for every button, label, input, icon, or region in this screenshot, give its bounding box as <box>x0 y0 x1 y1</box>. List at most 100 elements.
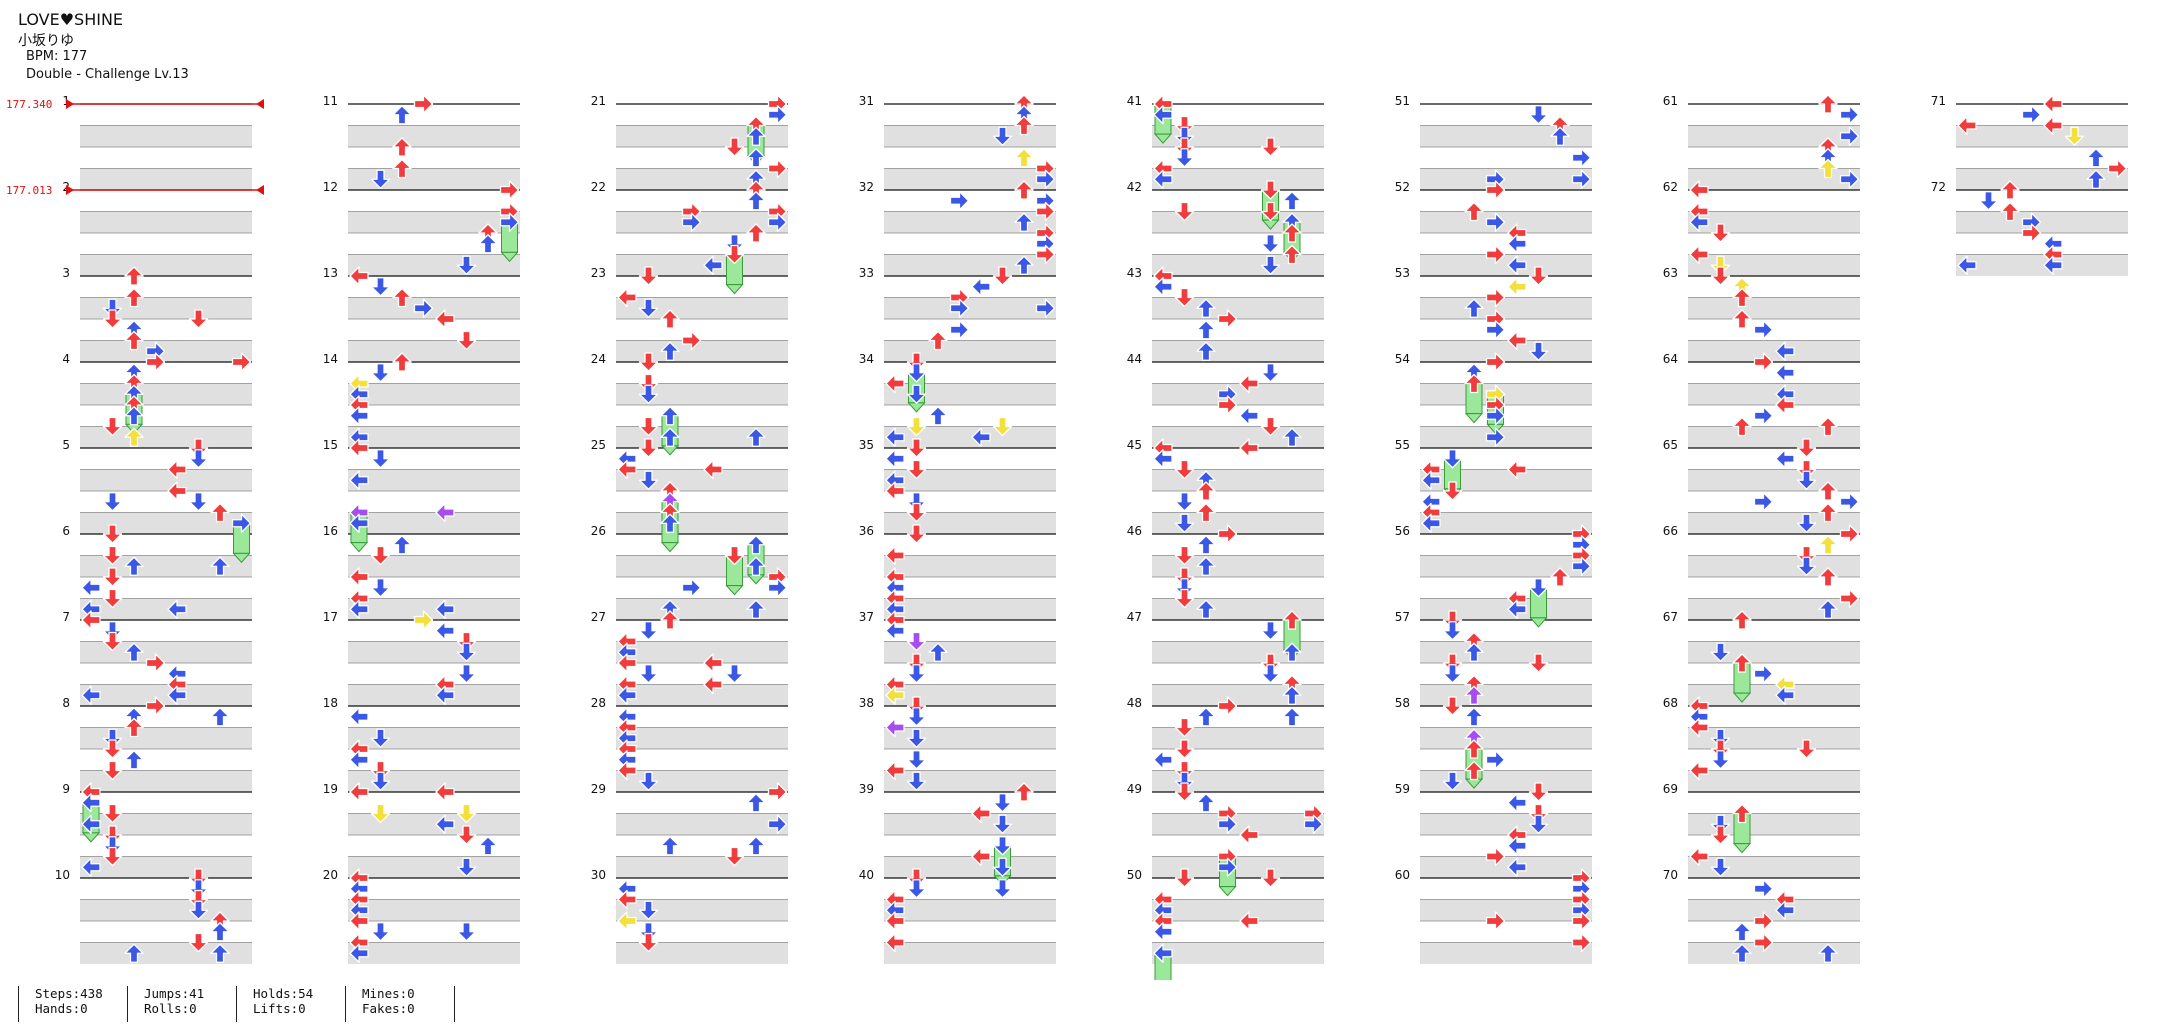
measure-number: 31 <box>859 94 874 108</box>
step-arrow <box>1421 513 1441 533</box>
step-arrow <box>456 825 477 845</box>
stat-hands: Hands:0 <box>35 1001 88 1016</box>
step-arrow <box>413 610 434 630</box>
measure: 46 <box>1127 524 1324 620</box>
step-arrow <box>81 793 101 813</box>
measure-beat-band <box>348 770 520 792</box>
step-arrow <box>1421 470 1441 490</box>
step-arrow <box>1174 567 1195 587</box>
measure-beat-band <box>1152 125 1324 147</box>
measure-beat-band <box>884 555 1056 577</box>
measure-number: 55 <box>1395 438 1410 452</box>
measure-beat-band <box>1152 254 1324 276</box>
step-arrow <box>1818 158 1838 179</box>
step-arrow <box>1485 427 1506 447</box>
step-arrow <box>145 653 166 673</box>
step-arrow <box>1485 320 1506 340</box>
measure: 41 <box>1127 94 1324 190</box>
step-arrow <box>638 438 659 458</box>
step-arrow <box>660 836 680 856</box>
measure-beat-band <box>348 383 520 405</box>
step-arrow <box>660 610 680 630</box>
step-arrow <box>210 556 230 576</box>
stat-mines: Mines:0 <box>362 986 415 1001</box>
step-arrow <box>1710 266 1731 286</box>
measure-beat-band <box>1688 856 1860 878</box>
measure-beat-band <box>884 598 1056 620</box>
measure-beat-band <box>1152 340 1324 362</box>
measure: 38 <box>859 696 1056 792</box>
measure-number: 66 <box>1663 524 1678 538</box>
step-arrow <box>1775 900 1795 920</box>
measure: 18 <box>323 696 520 792</box>
measure-number: 54 <box>1395 352 1410 366</box>
measure-beat-band <box>348 168 520 190</box>
step-arrow <box>435 309 455 329</box>
step-arrow <box>1196 502 1216 523</box>
measure-number: 47 <box>1127 610 1142 624</box>
step-arrow <box>81 685 101 705</box>
measure-beat-band <box>884 125 1056 147</box>
step-arrow <box>413 94 434 114</box>
step-arrow <box>1174 782 1195 802</box>
measure-beat-band <box>80 813 252 835</box>
step-arrow <box>681 212 702 232</box>
step-arrow <box>370 545 391 566</box>
measure-beat-band <box>884 684 1056 706</box>
step-arrow <box>124 642 144 662</box>
step-arrow <box>906 502 927 523</box>
measure-beat-band <box>1420 383 1592 405</box>
measure: 29 <box>591 782 788 878</box>
measure-number: 5 <box>62 438 70 452</box>
step-arrow <box>1732 653 1752 673</box>
measure-number: 59 <box>1395 782 1410 796</box>
step-arrow <box>1153 277 1173 297</box>
measure-number: 33 <box>859 266 874 280</box>
step-arrow <box>1174 126 1195 146</box>
step-arrow <box>2043 94 2063 114</box>
step-arrow <box>456 922 477 942</box>
measure-number: 32 <box>859 180 874 194</box>
step-arrow <box>1174 578 1195 598</box>
measure-number: 11 <box>323 94 338 108</box>
step-arrow <box>1174 137 1195 157</box>
step-arrow <box>1571 932 1592 953</box>
step-arrow <box>992 126 1013 146</box>
step-arrow <box>1442 610 1463 630</box>
measure-beat-band <box>1688 641 1860 663</box>
step-arrow <box>1689 760 1709 781</box>
step-arrow <box>188 879 209 899</box>
step-arrow <box>102 803 123 824</box>
step-arrow <box>1571 556 1592 576</box>
measure-number: 34 <box>859 352 874 366</box>
step-arrow <box>1796 513 1817 533</box>
measure-beat-band <box>1420 254 1592 276</box>
measure-number: 65 <box>1663 438 1678 452</box>
measure-beat-band <box>1688 512 1860 534</box>
step-arrow <box>2021 223 2042 243</box>
step-arrow <box>1528 266 1549 286</box>
step-arrow <box>1796 739 1817 759</box>
measure: 61 <box>1663 94 1860 190</box>
measure-number: 22 <box>591 180 606 194</box>
stats-col-jumps: Jumps:41 Rolls:0 <box>127 986 236 1022</box>
step-arrow <box>456 642 477 662</box>
step-arrow <box>370 578 391 598</box>
step-arrow <box>1689 244 1709 265</box>
step-arrow <box>971 803 991 824</box>
measure-beat-band <box>616 254 788 276</box>
step-arrow <box>2043 255 2063 275</box>
step-arrow <box>456 803 477 824</box>
measure-beat-band <box>884 211 1056 233</box>
step-arrow <box>231 352 252 372</box>
measure-beat-band <box>1420 727 1592 749</box>
step-arrow <box>1217 309 1238 329</box>
measure-beat-band <box>348 125 520 147</box>
measure-beat-band <box>348 297 520 319</box>
measure-beat-band <box>616 211 788 233</box>
step-arrow <box>1550 567 1570 587</box>
step-arrow <box>102 492 123 512</box>
measure-number: 39 <box>859 782 874 796</box>
measure-beat-band <box>1152 770 1324 792</box>
step-arrow <box>1775 449 1795 469</box>
